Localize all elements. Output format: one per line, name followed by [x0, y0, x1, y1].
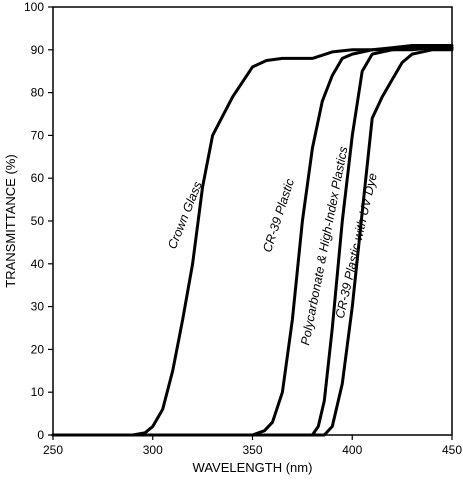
curve-cr-39-plastic — [51, 44, 454, 437]
y-tick-label: 70 — [31, 128, 45, 142]
x-tick-label: 450 — [442, 443, 462, 457]
y-tick-label: 50 — [31, 214, 45, 228]
curves-group — [51, 44, 454, 437]
ticks-group: 250 300 350 400 450 0 10 20 30 40 50 60 70 80 90 100 — [24, 0, 462, 457]
x-tick-label: 350 — [242, 443, 262, 457]
x-tick-label: 300 — [143, 443, 163, 457]
y-tick-label: 0 — [37, 428, 44, 442]
y-tick-label: 80 — [31, 86, 45, 100]
curve-crown-glass — [51, 46, 454, 437]
x-tick-label: 250 — [43, 443, 63, 457]
y-tick-label: 40 — [31, 257, 45, 271]
x-axis-title: WAVELENGTH (nm) — [193, 460, 313, 475]
y-tick-label: 90 — [31, 43, 45, 57]
y-axis-title: TRANSMITTANCE (%) — [3, 154, 18, 287]
y-tick-label: 20 — [31, 342, 45, 356]
x-tick-label: 400 — [342, 443, 362, 457]
y-tick-label: 100 — [24, 0, 44, 14]
y-tick-label: 10 — [31, 385, 45, 399]
y-tick-label: 30 — [31, 300, 45, 314]
curve-polycarbonate-high-index-plastics — [51, 46, 454, 437]
plot-frame — [52, 6, 453, 436]
curve-cr-39-plastic-with-uv-dye — [51, 48, 454, 437]
y-tick-label: 60 — [31, 171, 45, 185]
curve-label-cr-39-plastic: CR-39 Plastic — [260, 176, 297, 254]
